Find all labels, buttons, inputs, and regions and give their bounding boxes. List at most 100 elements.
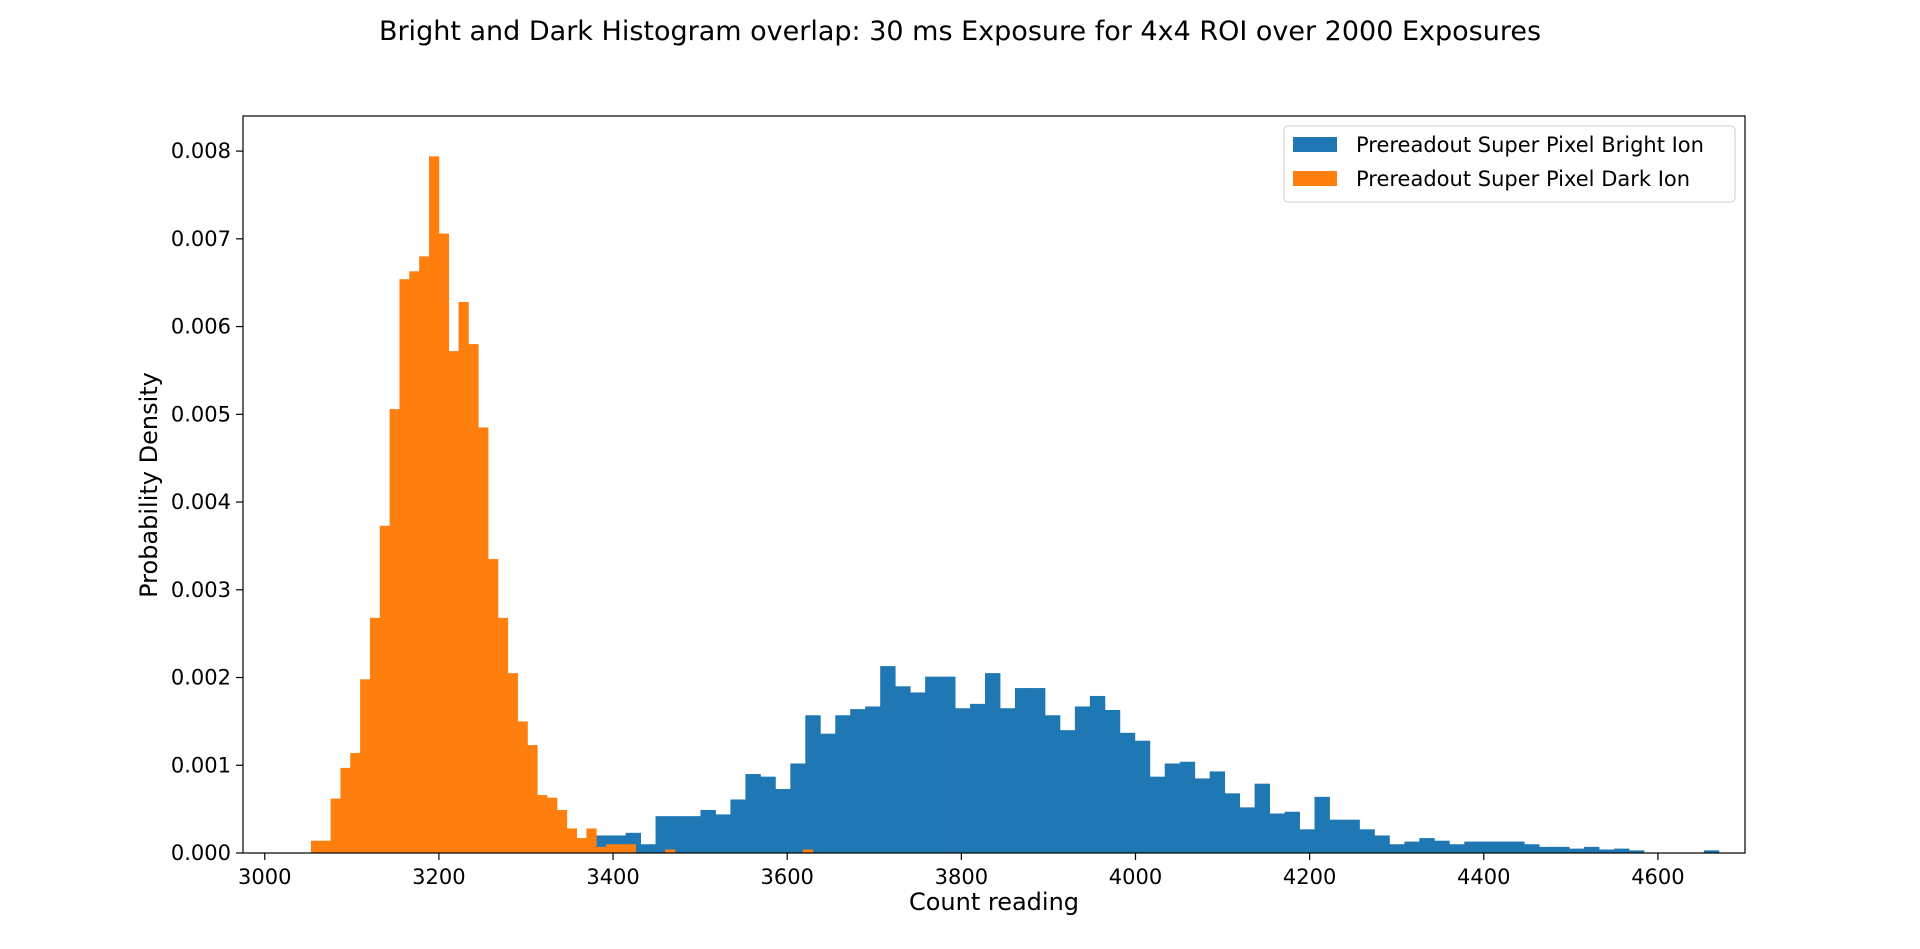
series-1-bar (1044, 715, 1061, 853)
y-tick-label: 0.005 (171, 402, 231, 426)
x-tick-label: 4000 (1109, 865, 1162, 889)
x-axis-label: Count reading (909, 888, 1079, 916)
y-tick-label: 0.000 (171, 841, 231, 865)
series-1-bar (1464, 841, 1480, 853)
y-tick-label: 0.003 (171, 578, 231, 602)
series-1-bar (1014, 688, 1031, 853)
series-2-bar (586, 828, 597, 853)
series-2-bar (547, 797, 558, 853)
x-tick-label: 3600 (760, 865, 813, 889)
series-2-bar (448, 351, 459, 853)
series-1-bar (880, 666, 896, 853)
y-tick-label: 0.001 (171, 753, 231, 777)
series-2-bar (488, 559, 499, 853)
series-2-bar (330, 798, 341, 853)
series-1-bar (730, 799, 746, 853)
legend-swatch-1 (1293, 137, 1337, 152)
series-2-bar (566, 828, 577, 853)
legend-box (1283, 125, 1736, 203)
series-2-bars (310, 156, 814, 854)
series-2-bar (802, 849, 814, 853)
series-1-bar (1134, 740, 1151, 853)
series-1-bar (685, 816, 701, 853)
series-1-bar (670, 816, 686, 853)
series-1-bar (985, 673, 1001, 853)
series-1-bar (1434, 840, 1450, 853)
series-2-bar (576, 838, 587, 853)
series-1-bar (1509, 841, 1525, 853)
series-1-bar (1374, 835, 1390, 853)
series-2-bar (497, 617, 509, 853)
series-1-bar (970, 703, 986, 853)
series-1-bar (1089, 695, 1106, 853)
x-tick-label: 3400 (586, 865, 639, 889)
series-1-bar (1179, 761, 1196, 853)
legend-swatch-2 (1293, 171, 1337, 186)
series-2-bar (478, 427, 489, 853)
series-1-bar (1104, 709, 1121, 853)
series-2-bar (438, 233, 450, 853)
x-tick-label: 4200 (1283, 865, 1336, 889)
series-2-bar (340, 767, 351, 853)
legend-label-1: Prereadout Super Pixel Bright Ion (1356, 133, 1704, 157)
series-1-bar (1329, 819, 1345, 853)
series-2-bar (556, 810, 568, 853)
series-1-bar (1599, 849, 1615, 853)
series-1-bars (595, 666, 1720, 853)
y-tick-label: 0.006 (171, 315, 231, 339)
series-1-bar (1299, 829, 1315, 853)
series-2-bar (350, 752, 361, 853)
series-1-bar (790, 763, 806, 853)
series-1-bar (1479, 841, 1495, 853)
series-2-bar (389, 409, 400, 853)
series-2-bar (379, 525, 391, 853)
series-2-bar (665, 849, 676, 853)
series-1-bar (1359, 829, 1375, 853)
series-1-bar (910, 692, 926, 853)
series-2-bar (428, 156, 440, 854)
series-1-bar (1554, 846, 1570, 853)
series-1-bar (1569, 848, 1585, 853)
series-1-bar (760, 776, 776, 853)
series-2-bar (527, 745, 538, 853)
series-2-bar (369, 617, 381, 853)
y-tick-label: 0.002 (171, 666, 231, 690)
series-2-bar (507, 673, 518, 853)
x-axis: 3000 3200 3400 3600 3800 4000 4200 4400 4600 (238, 853, 1685, 889)
y-axis-label: Probability Density (135, 372, 163, 598)
series-1-bar (1494, 841, 1510, 853)
series-1-bar (1000, 708, 1016, 853)
series-2-bar (399, 279, 410, 853)
series-2-bar (458, 302, 469, 853)
series-2-bar (409, 271, 420, 853)
series-1-bar (775, 788, 791, 853)
series-2-bar (596, 846, 607, 853)
series-1-bar (1074, 706, 1091, 853)
series-2-bar (615, 844, 627, 853)
x-tick-label: 3800 (935, 865, 988, 889)
series-1-bar (1164, 763, 1181, 853)
series-1-bar (655, 816, 671, 853)
series-1-bar (925, 676, 941, 853)
series-1-bar (835, 715, 851, 853)
series-1-bar (940, 676, 956, 853)
series-1-bar (865, 706, 881, 853)
series-1-bar (1209, 771, 1226, 853)
legend: Prereadout Super Pixel Bright Ion Preread… (1283, 125, 1736, 203)
series-1-bar (1449, 844, 1465, 853)
series-2-bar (360, 679, 371, 853)
series-1-bar (1703, 850, 1720, 853)
series-2-bar (320, 840, 331, 853)
y-tick-label: 0.007 (171, 227, 231, 251)
series-2-bar (606, 844, 617, 853)
x-tick-label: 4400 (1457, 865, 1510, 889)
series-1-bar (1119, 732, 1136, 853)
series-1-bar (1149, 776, 1166, 853)
series-1-bar (1269, 813, 1285, 853)
series-1-bar (1314, 796, 1330, 853)
series-1-bar (1239, 807, 1256, 853)
series-1-bar (1344, 819, 1360, 853)
series-1-bar (955, 708, 971, 853)
series-1-bar (805, 715, 821, 853)
